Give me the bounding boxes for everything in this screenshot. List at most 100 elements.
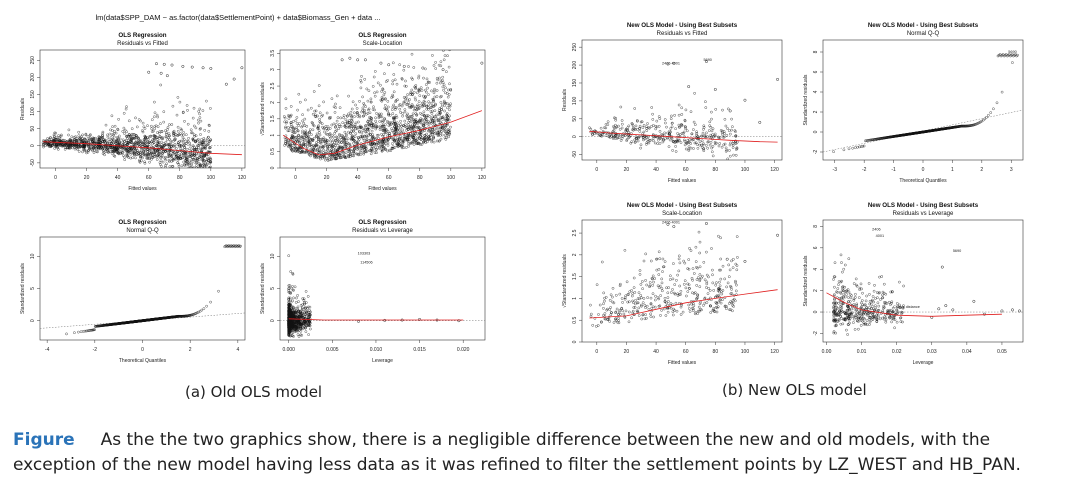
data-point bbox=[127, 156, 130, 159]
data-point bbox=[148, 160, 151, 164]
data-point bbox=[393, 122, 397, 125]
x-tick-label: 0.020 bbox=[457, 347, 470, 353]
data-point bbox=[150, 158, 153, 161]
data-point bbox=[298, 140, 301, 144]
outlier-point bbox=[155, 62, 158, 66]
data-point bbox=[337, 156, 341, 159]
data-point bbox=[430, 89, 433, 93]
data-point bbox=[287, 332, 290, 336]
panel-subtitle: Residuals vs Fitted bbox=[117, 41, 168, 47]
data-point bbox=[296, 321, 300, 324]
outlier-point bbox=[348, 56, 352, 60]
data-point bbox=[328, 133, 331, 136]
data-point bbox=[93, 328, 96, 331]
data-point bbox=[77, 134, 81, 137]
data-point bbox=[144, 139, 148, 143]
data-point bbox=[391, 93, 394, 97]
data-point bbox=[359, 80, 363, 84]
data-point bbox=[356, 146, 359, 149]
y-tick-label: -50 bbox=[30, 159, 36, 166]
data-point bbox=[55, 138, 58, 141]
data-point bbox=[613, 137, 617, 140]
data-point bbox=[361, 114, 365, 118]
data-point bbox=[180, 164, 184, 168]
data-point bbox=[152, 129, 155, 133]
data-point bbox=[133, 147, 137, 150]
data-point bbox=[419, 121, 422, 124]
data-point bbox=[304, 98, 307, 102]
data-point bbox=[381, 149, 384, 153]
data-point bbox=[56, 146, 59, 150]
data-point bbox=[402, 100, 406, 104]
data-point bbox=[204, 167, 207, 168]
data-point bbox=[447, 130, 450, 133]
data-point bbox=[406, 93, 409, 96]
data-point bbox=[446, 106, 449, 110]
outlier-point bbox=[421, 66, 425, 70]
data-point bbox=[398, 107, 402, 111]
x-tick-label: 80 bbox=[417, 175, 423, 181]
data-point bbox=[287, 329, 290, 333]
data-point bbox=[106, 141, 109, 145]
data-point bbox=[193, 134, 196, 138]
data-point bbox=[386, 130, 390, 133]
data-point bbox=[337, 148, 340, 151]
y-tick-label: 1.5 bbox=[270, 115, 276, 122]
data-point bbox=[409, 105, 413, 109]
data-point bbox=[414, 125, 417, 129]
data-point bbox=[306, 295, 310, 298]
data-point bbox=[149, 148, 152, 152]
data-point bbox=[431, 97, 435, 101]
data-point bbox=[437, 126, 441, 130]
data-point bbox=[301, 113, 304, 116]
data-point bbox=[335, 135, 338, 139]
data-point bbox=[377, 116, 381, 120]
data-point bbox=[102, 149, 105, 152]
y-tick-label: 0 bbox=[270, 319, 276, 322]
data-point bbox=[317, 151, 320, 154]
data-point bbox=[355, 107, 359, 110]
data-point bbox=[307, 323, 310, 327]
data-point bbox=[184, 142, 188, 145]
data-point bbox=[360, 110, 363, 114]
data-point bbox=[349, 155, 352, 158]
data-point bbox=[382, 93, 386, 97]
data-point bbox=[142, 140, 145, 144]
data-point bbox=[155, 158, 159, 161]
data-point bbox=[307, 313, 311, 316]
data-point bbox=[349, 131, 352, 135]
data-point bbox=[85, 329, 88, 333]
data-point bbox=[167, 155, 171, 159]
data-point bbox=[424, 67, 427, 71]
data-point bbox=[695, 143, 699, 146]
data-point bbox=[156, 151, 160, 154]
data-point bbox=[187, 137, 190, 140]
data-point bbox=[287, 308, 290, 312]
data-point bbox=[303, 137, 306, 141]
data-point bbox=[315, 155, 319, 159]
data-point bbox=[324, 138, 328, 141]
data-point bbox=[368, 124, 372, 127]
data-point bbox=[409, 134, 412, 138]
data-point bbox=[414, 112, 418, 115]
data-point bbox=[427, 103, 430, 107]
data-point bbox=[329, 157, 333, 160]
data-point bbox=[123, 132, 126, 135]
data-point bbox=[383, 97, 387, 101]
data-point bbox=[294, 311, 297, 315]
data-point bbox=[312, 154, 316, 157]
data-point bbox=[73, 138, 77, 141]
data-point bbox=[292, 296, 295, 300]
data-point bbox=[297, 124, 300, 127]
data-point bbox=[425, 114, 428, 118]
data-point bbox=[92, 151, 96, 154]
data-point bbox=[301, 327, 305, 331]
data-point bbox=[314, 109, 318, 113]
data-point bbox=[68, 146, 71, 149]
data-point bbox=[338, 134, 341, 137]
data-point bbox=[293, 323, 297, 326]
data-point bbox=[145, 153, 149, 156]
data-point bbox=[316, 149, 319, 153]
point-label: 103303 bbox=[358, 251, 371, 255]
data-point bbox=[201, 109, 205, 112]
